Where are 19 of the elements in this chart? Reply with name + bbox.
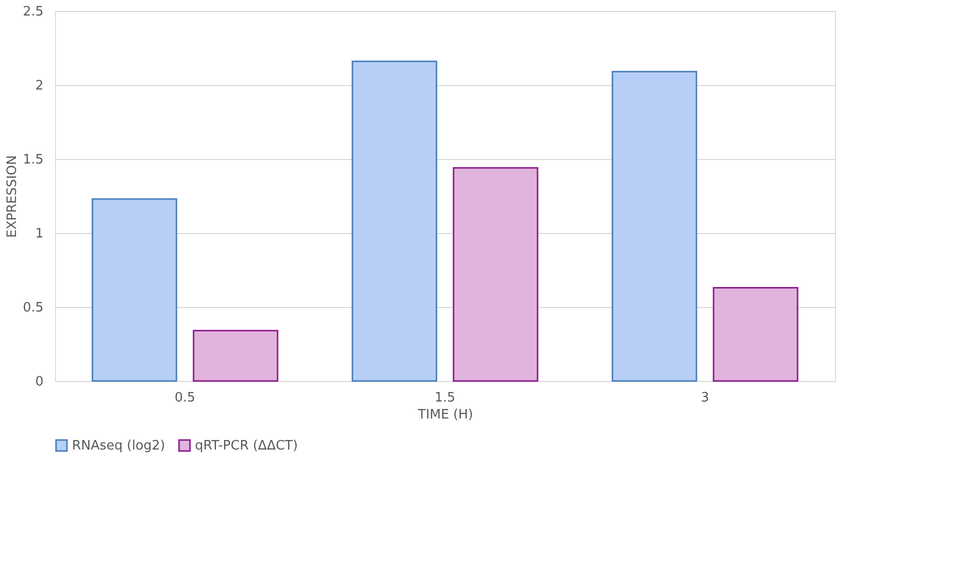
bar xyxy=(92,198,178,382)
y-tick-label: 2 xyxy=(35,78,44,94)
bar xyxy=(612,70,698,382)
y-tick-label: 1.5 xyxy=(22,152,44,168)
y-tick-label: 0.5 xyxy=(22,300,44,316)
legend-label: RNAseq (log2) xyxy=(72,438,166,454)
y-tick-label: 1 xyxy=(35,226,44,242)
x-tick-label: 0.5 xyxy=(174,390,196,406)
bar xyxy=(452,167,538,382)
x-axis-title: TIME (H) xyxy=(416,408,474,422)
bar xyxy=(712,287,798,382)
y-tick-label: 2.5 xyxy=(22,4,44,20)
y-tick-label: 0 xyxy=(35,374,44,390)
x-tick-label: 1.5 xyxy=(434,390,456,406)
bar xyxy=(192,330,278,382)
y-axis-title: EXPRESSION xyxy=(4,155,20,238)
bar xyxy=(352,60,438,382)
x-tick-label: 3 xyxy=(700,390,710,406)
legend-label: qRT-PCR (ΔΔCT) xyxy=(195,438,298,454)
